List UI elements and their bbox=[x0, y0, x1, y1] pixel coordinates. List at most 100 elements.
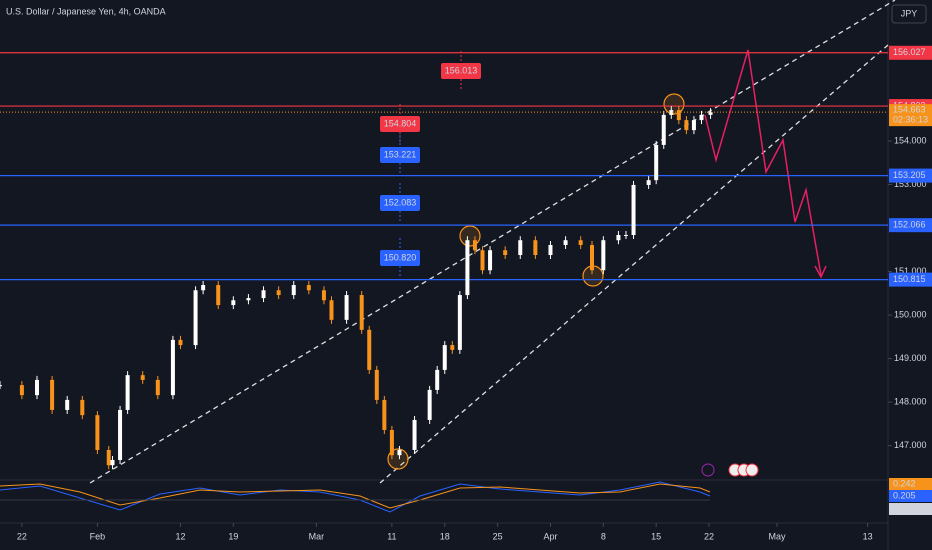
candle bbox=[110, 459, 115, 466]
x-tick-label: 13 bbox=[863, 531, 873, 541]
x-tick-label: 11 bbox=[387, 531, 396, 541]
candle bbox=[291, 285, 296, 296]
candle bbox=[231, 300, 236, 306]
candle bbox=[193, 290, 198, 346]
candle bbox=[19, 385, 24, 396]
candle bbox=[50, 379, 55, 410]
candle bbox=[442, 345, 447, 370]
y-tick-label: 148.000 bbox=[894, 396, 927, 406]
candle bbox=[246, 298, 251, 301]
candle bbox=[563, 240, 568, 246]
indicator-label: 0.242 bbox=[893, 478, 916, 488]
candle bbox=[616, 234, 621, 241]
candle bbox=[140, 375, 145, 380]
candle bbox=[0, 385, 2, 387]
macd-line bbox=[0, 481, 711, 513]
last-price-tag bbox=[889, 104, 932, 127]
candle bbox=[118, 409, 123, 460]
candle bbox=[457, 295, 462, 350]
x-tick-label: May bbox=[768, 531, 786, 541]
circle bbox=[663, 93, 685, 115]
annotation-label: 152.083 bbox=[384, 197, 417, 207]
level-label: 156.027 bbox=[893, 47, 926, 57]
candle bbox=[601, 240, 606, 271]
candle bbox=[465, 240, 470, 296]
candle bbox=[488, 250, 493, 271]
level-label: 150.815 bbox=[893, 274, 926, 284]
candle bbox=[623, 234, 628, 236]
y-tick-label: 150.000 bbox=[894, 309, 927, 319]
x-tick-label: Mar bbox=[309, 531, 325, 541]
candle bbox=[106, 449, 111, 466]
candle bbox=[125, 375, 130, 410]
icon bbox=[701, 463, 715, 477]
candle bbox=[691, 120, 696, 131]
candle bbox=[480, 250, 485, 271]
x-tick-label: Feb bbox=[90, 531, 106, 541]
currency-label: JPY bbox=[901, 8, 918, 18]
x-tick-label: 8 bbox=[601, 531, 606, 541]
candle bbox=[359, 295, 364, 330]
level-tag bbox=[889, 218, 932, 233]
candle bbox=[646, 180, 651, 185]
candle bbox=[374, 369, 379, 400]
y-tick-label: 153.000 bbox=[894, 179, 927, 189]
y-tick-label: 149.000 bbox=[894, 353, 927, 363]
candle bbox=[435, 369, 440, 390]
annotation-box bbox=[380, 116, 420, 132]
candle bbox=[170, 339, 175, 396]
candle bbox=[450, 345, 455, 350]
x-tick-label: 19 bbox=[228, 531, 238, 541]
countdown: 02:36:13 bbox=[893, 115, 928, 125]
signal-line bbox=[0, 483, 711, 509]
candle bbox=[216, 285, 221, 306]
candle bbox=[533, 240, 538, 256]
candle bbox=[306, 285, 311, 291]
indicator-tag bbox=[889, 478, 932, 490]
annotation-box bbox=[380, 147, 420, 163]
level-tag bbox=[889, 272, 932, 287]
x-tick-label: 12 bbox=[175, 531, 185, 541]
candle bbox=[503, 250, 508, 256]
annotation-box bbox=[441, 63, 481, 79]
candle bbox=[699, 114, 704, 121]
candle bbox=[548, 245, 553, 256]
level-label: 152.066 bbox=[893, 220, 926, 230]
candle bbox=[397, 449, 402, 456]
channel-line bbox=[89, 0, 896, 484]
candle bbox=[367, 329, 372, 370]
candle bbox=[178, 339, 183, 346]
candle bbox=[631, 184, 636, 235]
icon bbox=[745, 463, 759, 477]
candle bbox=[80, 399, 85, 416]
x-tick-label: Apr bbox=[543, 531, 557, 541]
candle bbox=[35, 379, 39, 396]
y-tick-label: 154.000 bbox=[894, 135, 927, 145]
x-tick-label: 22 bbox=[704, 531, 714, 541]
annotation-label: 154.804 bbox=[384, 118, 417, 128]
candle bbox=[201, 285, 206, 291]
annotation-label: 153.221 bbox=[384, 149, 417, 159]
projection-path bbox=[704, 49, 822, 276]
candle bbox=[708, 112, 713, 115]
level-tag bbox=[889, 45, 932, 60]
candle bbox=[578, 240, 583, 246]
annotation-label: 156.013 bbox=[445, 65, 478, 75]
indicator-label: 0.205 bbox=[893, 490, 916, 500]
candle bbox=[654, 144, 659, 181]
candle bbox=[65, 399, 70, 410]
currency-button[interactable] bbox=[891, 4, 927, 24]
candle bbox=[676, 110, 681, 121]
indicator-tag bbox=[889, 490, 932, 502]
candle bbox=[684, 120, 689, 131]
x-tick-label: 25 bbox=[493, 531, 503, 541]
annotation-box bbox=[380, 195, 420, 211]
last-price-label: 154.663 bbox=[893, 105, 926, 115]
candle bbox=[590, 245, 594, 271]
candle bbox=[95, 415, 100, 450]
circle bbox=[459, 225, 481, 247]
y-tick-label: 147.000 bbox=[894, 440, 927, 450]
candle bbox=[155, 379, 160, 396]
